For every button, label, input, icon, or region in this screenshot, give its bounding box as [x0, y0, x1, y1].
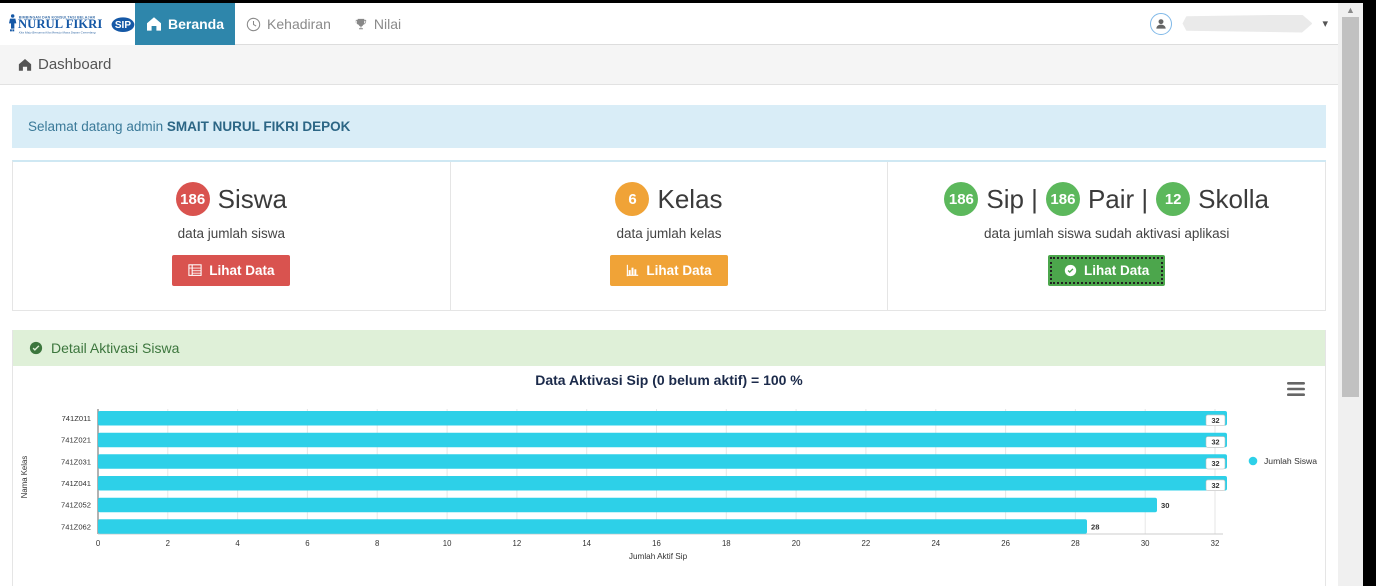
svg-text:22: 22 — [862, 539, 871, 548]
svg-text:741Z062: 741Z062 — [61, 522, 91, 531]
svg-text:30: 30 — [1141, 539, 1150, 548]
svg-text:32: 32 — [1211, 459, 1219, 468]
svg-text:18: 18 — [722, 539, 731, 548]
svg-text:14: 14 — [582, 539, 591, 548]
svg-text:Jumlah Siswa: Jumlah Siswa — [1264, 456, 1317, 466]
svg-text:16: 16 — [652, 539, 661, 548]
svg-text:741Z011: 741Z011 — [62, 414, 91, 423]
svg-text:Kita Maju Bersama Kita Menuju: Kita Maju Bersama Kita Menuju Masa Depan… — [19, 30, 96, 34]
svg-text:28: 28 — [1091, 523, 1099, 532]
svg-text:8: 8 — [375, 539, 379, 548]
svg-text:Jumlah Aktif Sip: Jumlah Aktif Sip — [629, 552, 688, 561]
svg-text:2: 2 — [166, 539, 170, 548]
svg-text:SIP: SIP — [115, 20, 131, 31]
svg-text:28: 28 — [1071, 539, 1080, 548]
svg-text:32: 32 — [1211, 438, 1219, 447]
svg-text:0: 0 — [96, 539, 101, 548]
svg-text:741Z031: 741Z031 — [61, 457, 91, 466]
svg-text:741Z052: 741Z052 — [61, 501, 91, 510]
svg-text:741Z041: 741Z041 — [61, 479, 91, 488]
svg-text:32: 32 — [1211, 481, 1219, 490]
svg-text:741Z021: 741Z021 — [61, 436, 91, 445]
svg-text:10: 10 — [443, 539, 452, 548]
svg-text:32: 32 — [1211, 416, 1219, 425]
svg-text:32: 32 — [1211, 539, 1220, 548]
svg-text:26: 26 — [1001, 539, 1010, 548]
svg-text:30: 30 — [1161, 501, 1169, 510]
svg-text:12: 12 — [513, 539, 522, 548]
svg-text:6: 6 — [305, 539, 309, 548]
svg-text:4: 4 — [235, 539, 240, 548]
svg-text:NURUL FIKRI: NURUL FIKRI — [18, 17, 102, 31]
svg-text:Nama Kelas: Nama Kelas — [20, 456, 29, 499]
svg-text:20: 20 — [792, 539, 801, 548]
svg-text:24: 24 — [931, 539, 940, 548]
